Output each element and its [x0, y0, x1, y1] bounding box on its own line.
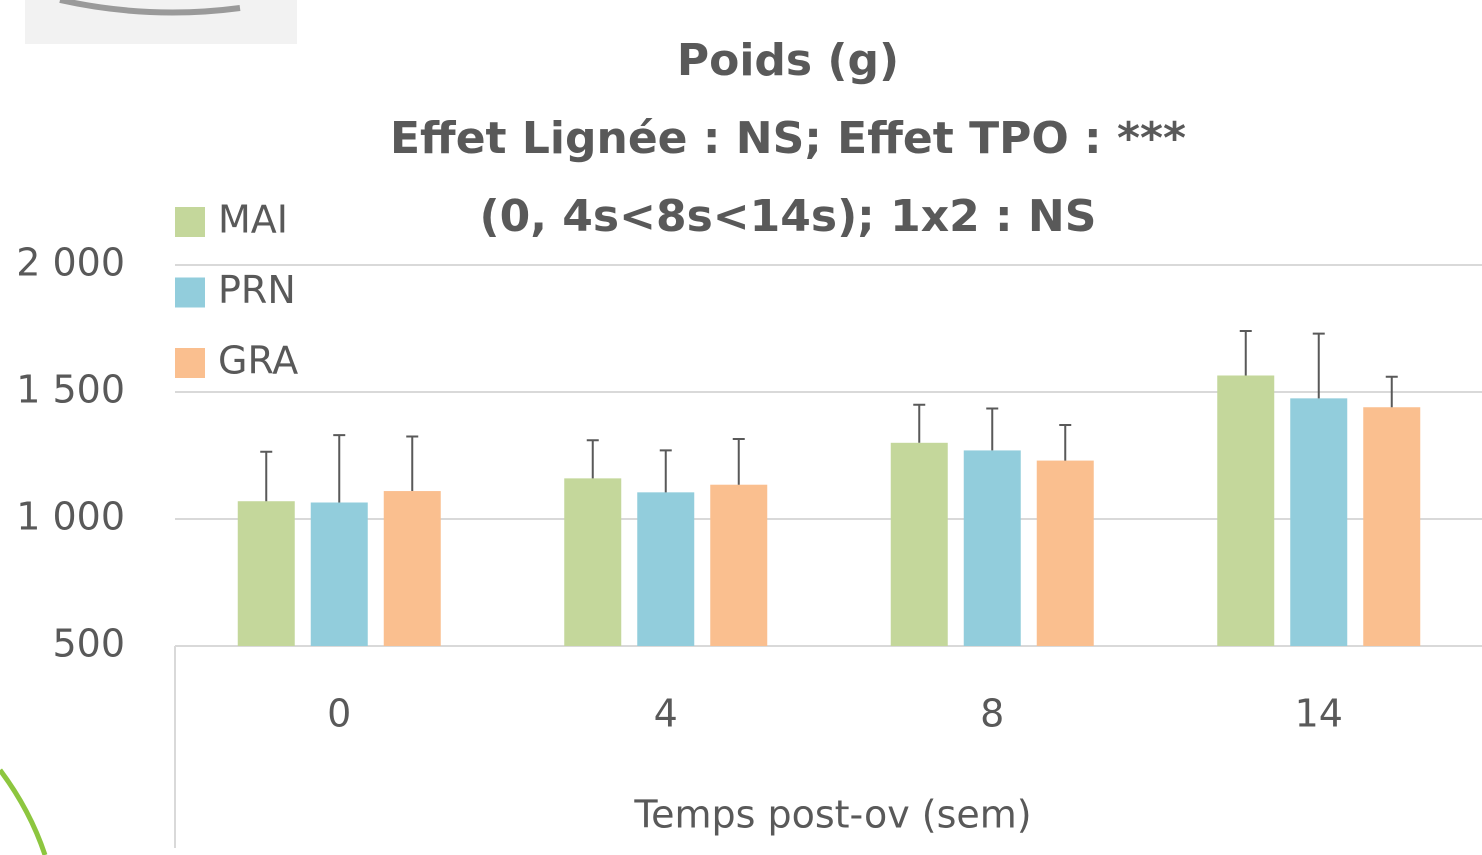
- bar: [310, 502, 368, 646]
- bar: [1217, 375, 1275, 646]
- legend-swatch: [175, 277, 205, 308]
- error-bar: [1059, 424, 1072, 461]
- y-tick-label: 2 000: [16, 241, 125, 285]
- decor-image-edge: [59, 0, 241, 16]
- x-tick-label: 8: [980, 692, 1004, 736]
- error-bar: [913, 403, 926, 443]
- legend-label: GRA: [218, 339, 298, 383]
- x-tick-label: 14: [1295, 692, 1343, 736]
- chart-subtitle: Effet Lignée : NS; Effet TPO : ***: [390, 113, 1186, 164]
- error-bar: [586, 439, 599, 479]
- chart-title: Poids (g): [677, 35, 899, 86]
- error-bar: [406, 435, 419, 492]
- x-tick-label: 0: [327, 692, 351, 736]
- bar: [1363, 407, 1421, 646]
- bar: [963, 450, 1021, 646]
- chart-subtitle: (0, 4s<8s<14s); 1x2 : NS: [480, 191, 1097, 242]
- legend-label: MAI: [218, 198, 288, 242]
- legend-label: PRN: [218, 268, 296, 312]
- bar: [1290, 398, 1348, 646]
- error-bar: [1312, 332, 1325, 399]
- error-bar: [986, 407, 999, 451]
- error-bar: [659, 449, 672, 493]
- error-bar: [1385, 375, 1398, 408]
- bar: [1036, 460, 1094, 646]
- bar: [564, 478, 622, 646]
- error-bar: [1239, 330, 1252, 376]
- x-tick-label: 4: [654, 692, 678, 736]
- error-bar: [732, 437, 745, 485]
- error-bar: [260, 450, 273, 502]
- legend-swatch: [175, 207, 205, 237]
- bar: [237, 501, 295, 646]
- bar: [637, 492, 695, 646]
- y-tick-label: 500: [52, 622, 125, 666]
- bar: [710, 484, 768, 646]
- error-bar: [333, 434, 346, 503]
- decor-image: [25, 0, 297, 44]
- legend-swatch: [175, 348, 205, 378]
- y-tick-label: 1 000: [16, 495, 125, 539]
- x-axis-label: Temps post-ov (sem): [633, 793, 1031, 837]
- decor-arc: [0, 768, 48, 855]
- bar: [383, 491, 441, 646]
- bar: [890, 442, 948, 646]
- y-tick-label: 1 500: [16, 368, 125, 412]
